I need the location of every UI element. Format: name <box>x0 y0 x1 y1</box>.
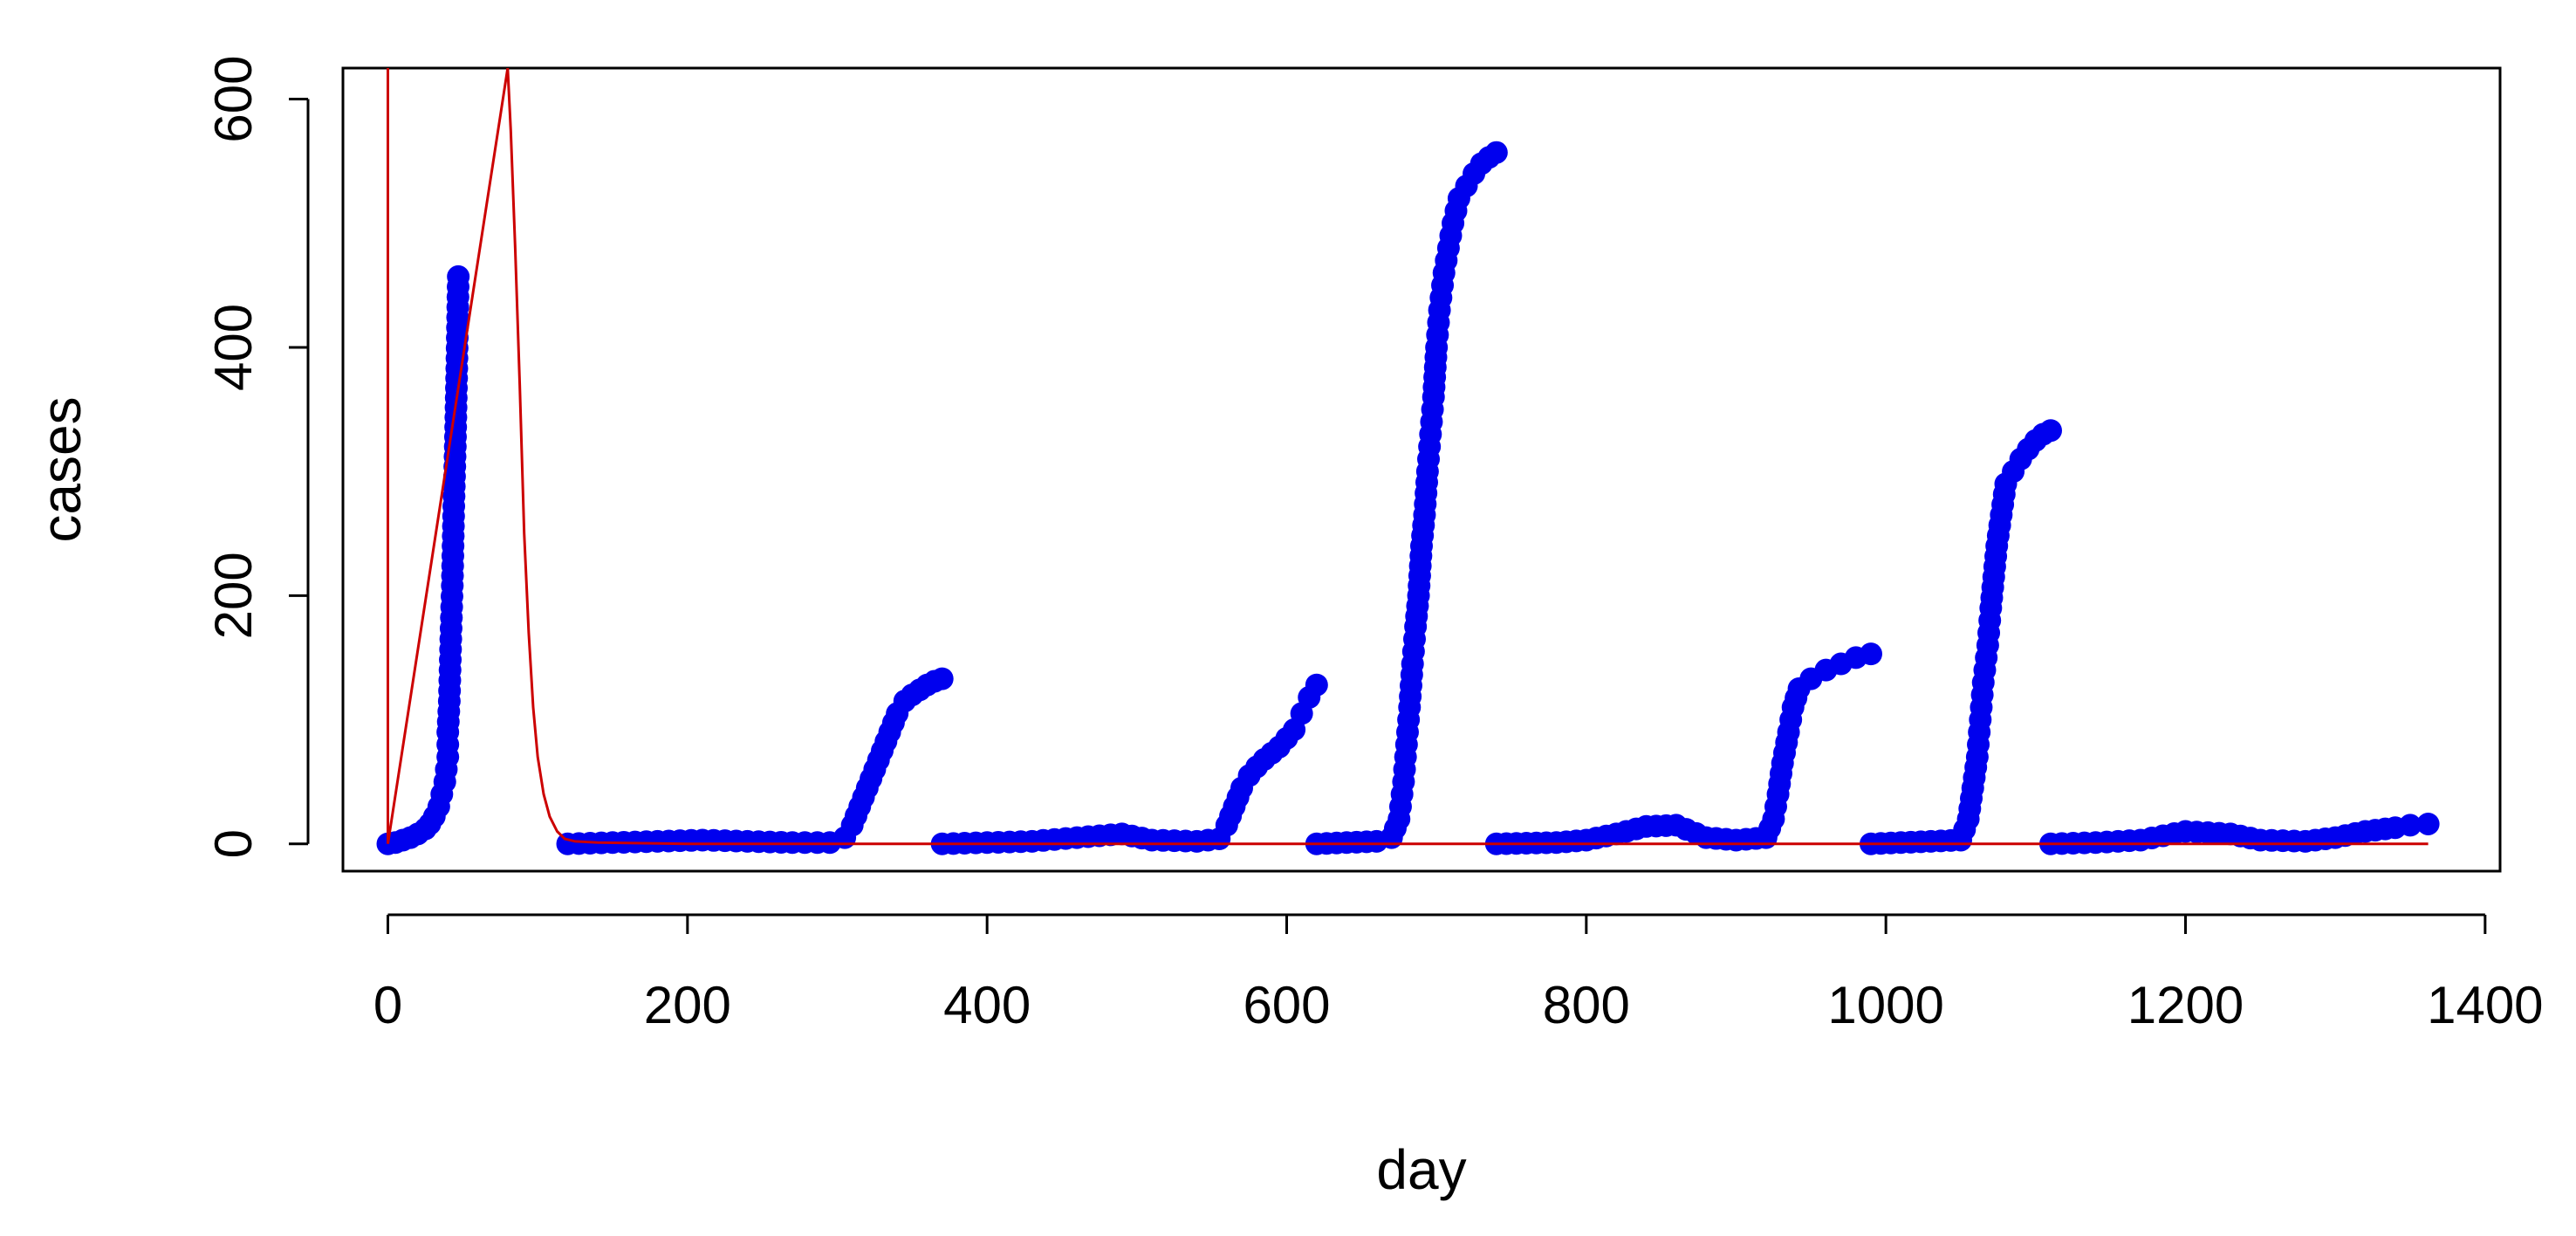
data-point <box>1305 673 1328 697</box>
x-axis-title: day <box>1376 1138 1466 1201</box>
fitted-curve-line <box>387 68 2429 846</box>
x-tick-label: 1000 <box>1827 976 1943 1034</box>
y-axis: 0 200 400 600 <box>204 55 310 858</box>
x-tick-label: 1200 <box>2127 976 2244 1034</box>
x-tick-label: 400 <box>943 976 1031 1034</box>
data-point <box>447 264 470 288</box>
x-tick-label: 600 <box>1243 976 1330 1034</box>
x-tick-label: 0 <box>373 976 402 1034</box>
data-point <box>2039 419 2062 443</box>
data-point <box>2399 814 2422 837</box>
x-tick-label: 1400 <box>2427 976 2543 1034</box>
data-point <box>1484 141 1508 164</box>
y-tick-label: 600 <box>204 55 263 142</box>
y-axis-title: cases <box>30 396 92 542</box>
y-tick-label: 400 <box>204 304 263 391</box>
y-tick-label: 0 <box>204 829 263 858</box>
x-tick-label: 800 <box>1543 976 1630 1034</box>
scatter-series <box>376 141 2440 855</box>
data-point <box>2416 812 2440 835</box>
y-tick-label: 200 <box>204 552 263 639</box>
data-point <box>1860 642 1882 666</box>
x-axis: 0 200 400 600 800 1000 1200 1400 <box>373 913 2544 1034</box>
x-tick-label: 200 <box>644 976 731 1034</box>
fitted-curve <box>387 68 2429 846</box>
plot-frame <box>341 66 2502 873</box>
data-point <box>930 667 954 690</box>
